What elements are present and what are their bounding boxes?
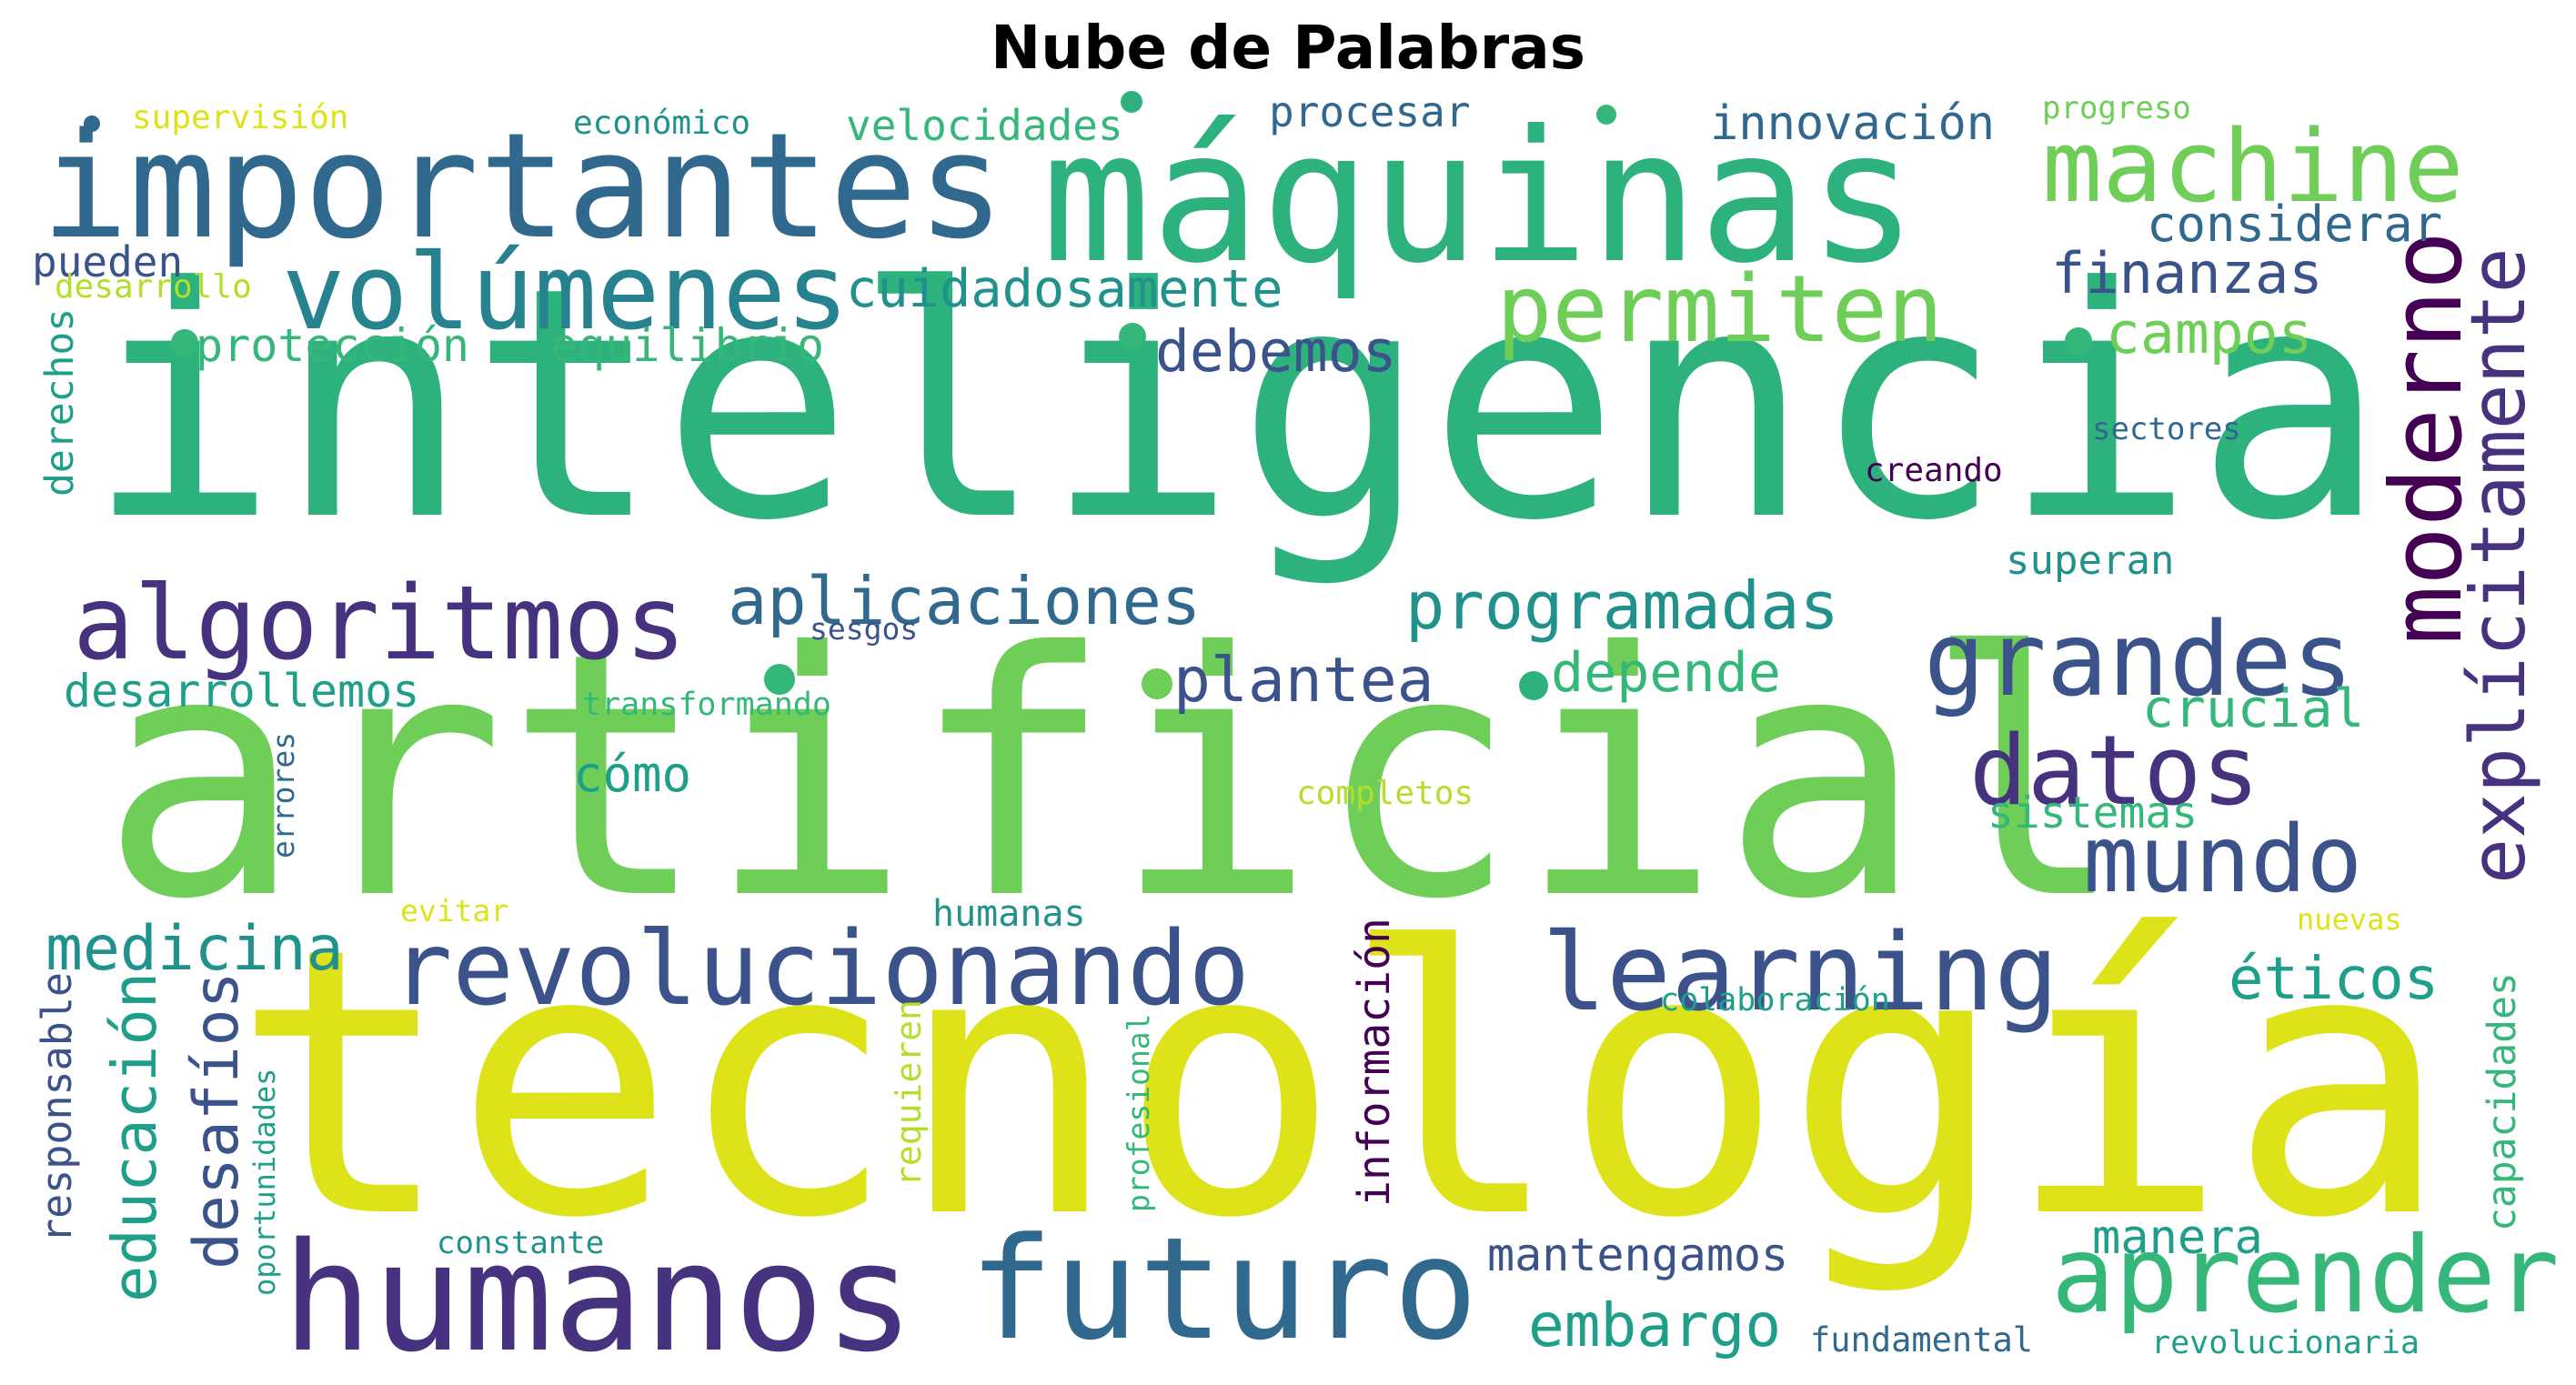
word-cloud-dot xyxy=(171,329,198,356)
word-cloud-word: manera xyxy=(2092,1210,2263,1265)
word-cloud-word: tecnología xyxy=(232,869,2450,1299)
word-cloud-word: depende xyxy=(1551,641,1781,705)
word-cloud-word: datos xyxy=(1969,715,2260,827)
word-cloud-word: programadas xyxy=(1405,567,1839,644)
word-cloud-word: learning xyxy=(1542,909,2059,1035)
word-cloud-word: finanzas xyxy=(2051,240,2323,306)
word-cloud-word: responsable xyxy=(33,971,81,1243)
word-cloud-word: permiten xyxy=(1496,256,1944,364)
word-cloud-dot xyxy=(1596,105,1616,125)
word-cloud-dot xyxy=(1519,671,1548,700)
word-cloud-word: transformando xyxy=(582,687,831,723)
word-cloud-word: cuidadosamente xyxy=(846,259,1283,319)
word-cloud-word: nuevas xyxy=(2297,902,2402,937)
word-cloud-word: considerar xyxy=(2147,196,2443,253)
word-cloud-title: Nube de Palabras xyxy=(990,13,1586,83)
word-cloud-word: grandes xyxy=(1924,601,2354,719)
word-cloud-dot xyxy=(1142,668,1172,699)
word-cloud-word: sesgos xyxy=(810,611,919,647)
word-cloud-word: protección xyxy=(196,319,470,372)
word-cloud-word: máquinas xyxy=(1041,92,1918,304)
word-cloud-word: evitar xyxy=(400,893,509,928)
word-cloud-word: oportunidades xyxy=(247,1068,282,1296)
word-cloud-word: innovación xyxy=(1710,96,1996,151)
word-cloud-word: embargo xyxy=(1528,1290,1782,1360)
word-cloud-word: superan xyxy=(2006,537,2175,584)
word-cloud-word: profesional xyxy=(1121,1013,1156,1212)
word-cloud-word: éticos xyxy=(2229,946,2440,1013)
word-cloud-word: procesar xyxy=(1269,87,1471,136)
word-cloud-word: desarrollo xyxy=(55,268,252,306)
word-cloud-word: sistemas xyxy=(1987,788,2199,838)
word-cloud-word: explícitamente xyxy=(2454,247,2542,885)
word-cloud-word: futuro xyxy=(969,1207,1478,1371)
word-cloud-word: inteligencia xyxy=(86,219,2387,590)
word-cloud-word: mantengamos xyxy=(1487,1229,1789,1281)
word-cloud-word: requieren xyxy=(889,999,929,1188)
word-cloud-dot xyxy=(1121,91,1142,113)
word-cloud-word: supervisión xyxy=(132,99,349,136)
word-cloud-word: revolucionaria xyxy=(2151,1325,2420,1361)
word-cloud-word: humanas xyxy=(932,893,1086,935)
word-cloud-word: artificial xyxy=(100,582,2127,973)
word-cloud-word: desafíos xyxy=(181,971,253,1270)
word-cloud-dot xyxy=(764,664,795,695)
word-cloud-word: crucial xyxy=(2142,677,2365,739)
word-cloud-word: completos xyxy=(1296,775,1474,812)
word-cloud-word: educación xyxy=(99,971,170,1302)
word-cloud-dot xyxy=(2065,327,2092,355)
word-cloud-word: desarrollemos xyxy=(64,665,420,718)
word-cloud-word: equilibrio xyxy=(550,319,825,372)
word-cloud-word: medicina xyxy=(45,913,344,985)
word-cloud-word: velocidades xyxy=(846,101,1123,150)
word-cloud-word: campos xyxy=(2106,300,2313,366)
word-cloud-word: importantes xyxy=(41,101,1005,271)
word-cloud-word: colaboración xyxy=(1660,982,1890,1019)
word-cloud-word: sectores xyxy=(2092,411,2241,447)
word-cloud-dot xyxy=(84,115,100,132)
word-cloud-word: capacidades xyxy=(2480,972,2525,1231)
word-cloud-word: plantea xyxy=(1173,645,1434,717)
word-cloud-word: creando xyxy=(1865,452,2003,489)
word-cloud-dot xyxy=(1119,323,1146,350)
word-cloud-word: aplicaciones xyxy=(728,563,1202,639)
word-cloud-word: fundamental xyxy=(1810,1320,2034,1360)
word-cloud-word: información xyxy=(1349,917,1400,1207)
word-cloud-word: humanos xyxy=(282,1210,915,1385)
word-cloud-word: derechos xyxy=(37,308,83,497)
word-cloud-word: mundo xyxy=(2083,806,2363,914)
word-cloud-word: aprender xyxy=(2051,1214,2560,1337)
word-cloud-word: algoritmos xyxy=(73,565,687,683)
word-cloud-word: debemos xyxy=(1155,318,1397,385)
word-cloud-word: machine xyxy=(2042,108,2464,225)
word-cloud-word: volúmenes xyxy=(282,232,850,354)
word-cloud-word: progreso xyxy=(2042,90,2191,126)
word-cloud-word: cómo xyxy=(573,746,692,803)
word-cloud-word: pueden xyxy=(32,237,184,286)
word-cloud-word: económico xyxy=(573,105,751,142)
word-cloud-word: errores xyxy=(266,731,301,858)
word-cloud-word: constante xyxy=(437,1225,605,1261)
word-cloud-word: revolucionando xyxy=(391,910,1251,1029)
